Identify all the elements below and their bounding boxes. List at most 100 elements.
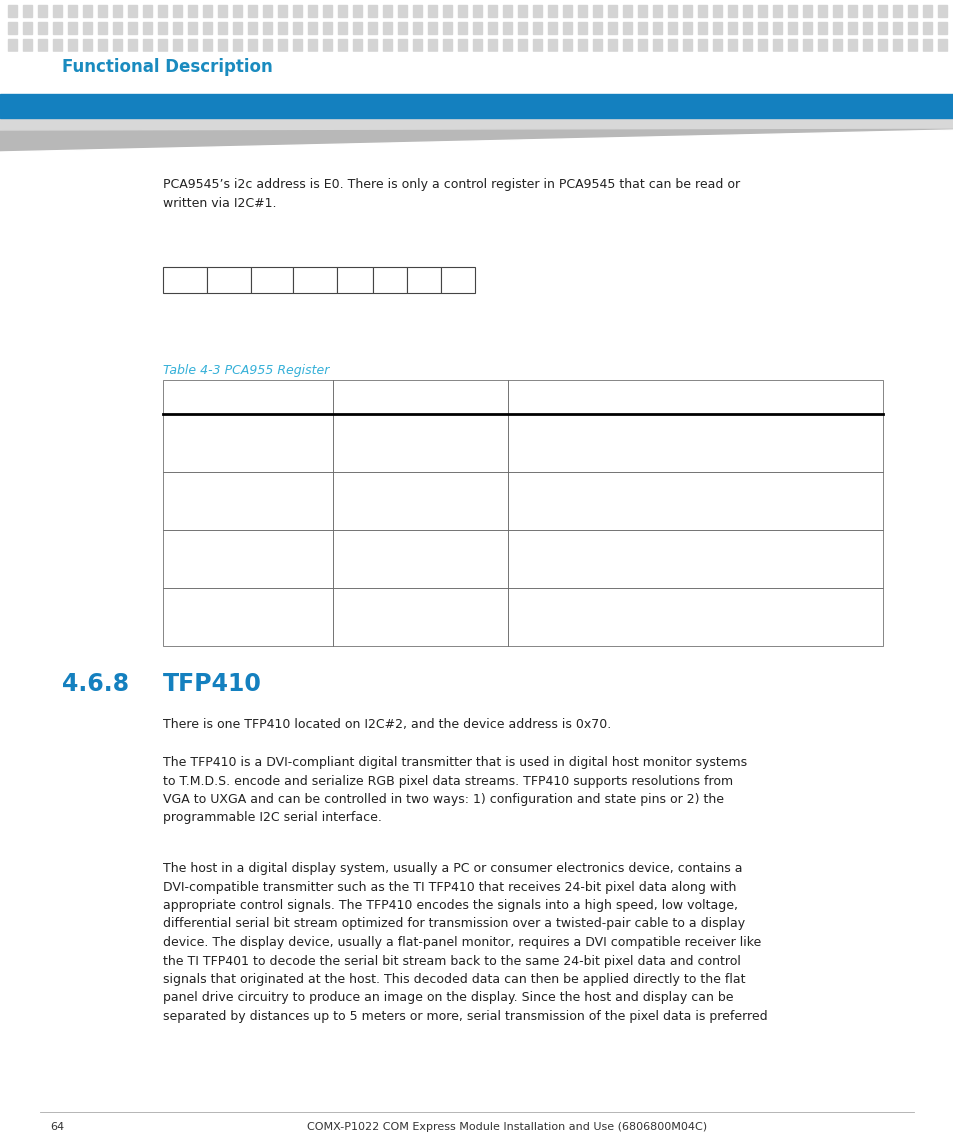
Bar <box>507 380 882 414</box>
Bar <box>83 22 91 34</box>
Bar <box>8 22 17 34</box>
Bar <box>163 267 207 293</box>
Bar <box>832 5 841 17</box>
Bar <box>368 22 376 34</box>
Bar <box>413 22 421 34</box>
Bar <box>847 22 856 34</box>
Polygon shape <box>0 131 953 158</box>
Text: Name: Name <box>340 387 377 400</box>
Text: 0: Channel 0 disable
1: Channel 0 enable: 0: Channel 0 disable 1: Channel 0 enable <box>516 421 639 452</box>
Bar <box>158 22 167 34</box>
Bar <box>333 380 507 414</box>
Bar <box>163 472 333 530</box>
Text: 64: 64 <box>50 1122 64 1132</box>
Bar <box>638 39 646 52</box>
Text: The host in a digital display system, usually a PC or consumer electronics devic: The host in a digital display system, us… <box>163 862 767 1022</box>
Bar <box>112 22 122 34</box>
Text: 1: 1 <box>171 479 178 492</box>
Bar <box>143 56 152 68</box>
Bar <box>68 22 77 34</box>
Bar <box>817 39 826 52</box>
Bar <box>787 22 796 34</box>
Bar <box>277 39 287 52</box>
Bar <box>937 56 946 68</box>
Bar <box>578 22 586 34</box>
Bar <box>892 39 901 52</box>
Bar <box>293 39 302 52</box>
Bar <box>38 56 47 68</box>
Bar <box>517 22 526 34</box>
Bar <box>578 5 586 17</box>
Bar <box>98 56 107 68</box>
Bar <box>218 5 227 17</box>
Bar <box>248 22 256 34</box>
Bar <box>397 5 407 17</box>
Text: B0: B0 <box>340 421 356 434</box>
Text: B2: B2 <box>340 537 356 550</box>
Text: 0: Channel 3 disable
1: Channel 3 enable: 0: Channel 3 disable 1: Channel 3 enable <box>516 595 639 626</box>
Bar <box>502 39 512 52</box>
Bar <box>607 22 617 34</box>
Bar <box>652 56 661 68</box>
Bar <box>8 39 17 52</box>
Text: B1: B1 <box>340 479 356 492</box>
Bar <box>333 414 507 472</box>
Bar <box>652 22 661 34</box>
Bar <box>172 5 182 17</box>
Bar <box>23 5 32 17</box>
Bar <box>263 56 272 68</box>
Bar <box>442 22 452 34</box>
Text: 0: 0 <box>171 421 178 434</box>
Bar <box>698 5 706 17</box>
Text: INT1: INT1 <box>260 275 283 285</box>
Bar <box>337 22 347 34</box>
Bar <box>652 39 661 52</box>
Bar <box>172 22 182 34</box>
Bar <box>457 5 467 17</box>
Text: INT2: INT2 <box>217 275 240 285</box>
Bar <box>293 5 302 17</box>
Bar <box>158 39 167 52</box>
Bar <box>413 56 421 68</box>
Bar <box>533 39 541 52</box>
Bar <box>68 5 77 17</box>
Bar <box>877 56 886 68</box>
Bar <box>397 56 407 68</box>
Bar <box>251 267 293 293</box>
Bar <box>428 39 436 52</box>
Bar <box>667 39 677 52</box>
Bar <box>333 472 507 530</box>
Text: PCA9545’s i2c address is E0. There is only a control register in PCA9545 that ca: PCA9545’s i2c address is E0. There is on… <box>163 177 740 210</box>
Bar <box>207 267 251 293</box>
Text: B1: B1 <box>416 275 431 285</box>
Bar <box>68 39 77 52</box>
Text: B3: B3 <box>348 275 361 285</box>
Bar <box>323 56 332 68</box>
Bar <box>337 5 347 17</box>
Bar <box>502 5 512 17</box>
Bar <box>507 414 882 472</box>
Bar <box>333 530 507 589</box>
Bar <box>502 22 512 34</box>
Bar <box>407 267 440 293</box>
Bar <box>473 22 481 34</box>
Bar <box>233 39 242 52</box>
Bar <box>507 472 882 530</box>
Bar <box>473 5 481 17</box>
Bar <box>507 589 882 646</box>
Bar <box>907 22 916 34</box>
Bar <box>53 22 62 34</box>
Bar <box>336 267 373 293</box>
Bar <box>892 22 901 34</box>
Bar <box>163 380 333 414</box>
Bar <box>923 5 931 17</box>
Bar <box>158 5 167 17</box>
Bar <box>742 22 751 34</box>
Bar <box>397 22 407 34</box>
Bar <box>83 56 91 68</box>
Bar <box>787 39 796 52</box>
Bar <box>607 39 617 52</box>
Bar <box>457 22 467 34</box>
Bar <box>742 56 751 68</box>
Bar <box>758 5 766 17</box>
